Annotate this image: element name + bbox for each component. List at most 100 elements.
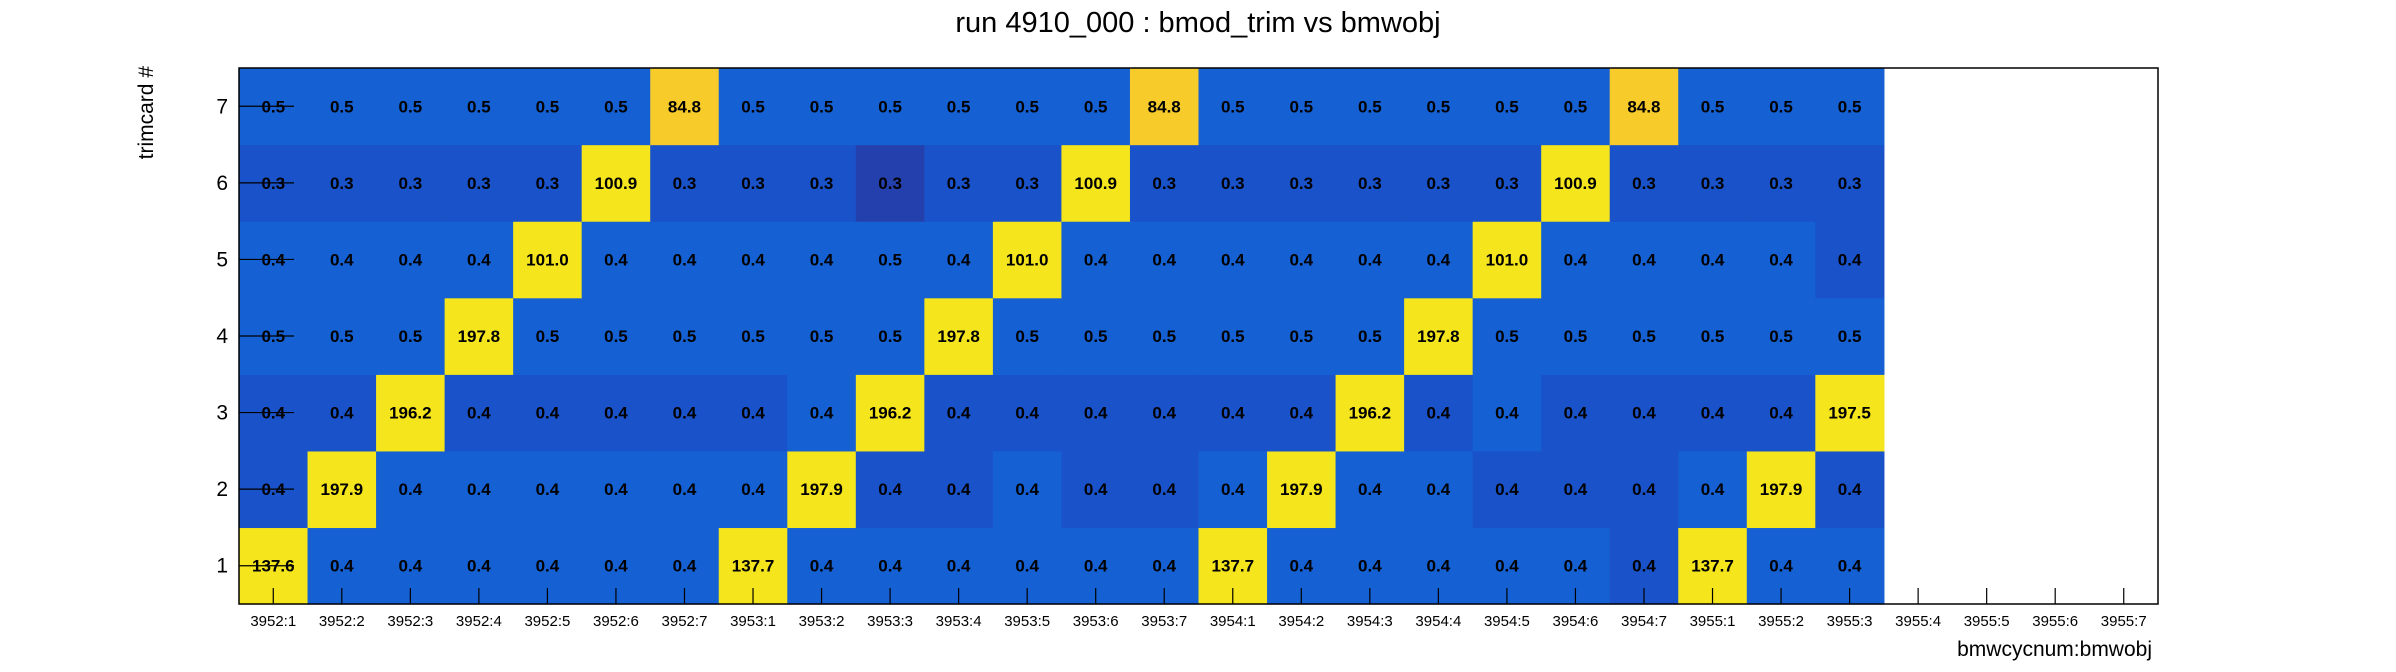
cell-value-label: 0.4 (1564, 557, 1588, 576)
cell-value-label: 0.4 (1152, 404, 1176, 423)
cell-value-label: 0.4 (810, 404, 834, 423)
heatmap-cell (444, 221, 514, 299)
cell-value-label: 197.5 (1828, 404, 1871, 423)
cell-value-label: 0.5 (399, 97, 423, 116)
cell-value-label: 0.5 (1564, 327, 1588, 346)
x-tick-label: 3953:3 (867, 613, 913, 630)
cell-value-label: 0.5 (604, 327, 628, 346)
heatmap-cell (1541, 221, 1611, 299)
heatmap-cell (1746, 374, 1816, 452)
cell-value-label: 197.9 (800, 480, 843, 499)
heatmap-cell (1404, 144, 1474, 222)
heatmap-cell (1061, 450, 1131, 529)
cell-value-label: 84.8 (1148, 97, 1181, 116)
y-tick-label: 5 (216, 248, 228, 271)
x-tick-label: 3955:4 (1895, 613, 1941, 630)
heatmap-cell (444, 144, 514, 222)
heatmap-cell (444, 374, 514, 452)
x-axis-label: bmwcycnum:bmwobj (1957, 638, 2152, 661)
cell-value-label: 0.4 (1152, 557, 1176, 576)
x-tick-label: 3954:5 (1484, 613, 1530, 630)
cell-value-label: 0.3 (1495, 174, 1519, 193)
cell-value-label: 197.9 (321, 480, 364, 499)
chart-title: run 4910_000 : bmod_trim vs bmwobj (955, 7, 1440, 39)
cell-value-label: 0.4 (741, 480, 765, 499)
heatmap-cell (1198, 68, 1268, 146)
heatmap-cell (1061, 68, 1131, 146)
heatmap-cell (1609, 297, 1679, 375)
cell-value-label: 0.4 (1084, 557, 1108, 576)
y-tick-labels: 1 2 3 4 5 6 7 (216, 95, 228, 577)
cell-value-label: 0.4 (536, 480, 560, 499)
cell-value-label: 137.7 (1691, 557, 1734, 576)
cell-value-label: 0.3 (741, 174, 765, 193)
heatmap-cell (650, 221, 720, 299)
cell-value-label: 0.5 (1701, 327, 1725, 346)
heatmap-cell (1061, 144, 1131, 222)
cell-value-label: 0.4 (1358, 250, 1382, 269)
heatmap-cell (1404, 450, 1474, 529)
heatmap-cell (1061, 297, 1131, 375)
cell-value-label: 0.4 (1427, 557, 1451, 576)
cell-value-label: 0.4 (673, 557, 697, 576)
cell-value-label: 0.5 (1838, 327, 1862, 346)
cell-value-label: 0.4 (536, 404, 560, 423)
cell-value-label: 0.5 (1427, 97, 1451, 116)
heatmap-cell (307, 144, 377, 222)
heatmap-cell (855, 144, 925, 222)
cell-value-label: 0.4 (1632, 250, 1656, 269)
heatmap-cell (1335, 374, 1405, 452)
cell-value-label: 0.4 (1152, 480, 1176, 499)
heatmap-cell (1129, 297, 1200, 375)
cell-value-label: 0.4 (1495, 557, 1519, 576)
x-tick-label: 3953:1 (730, 613, 776, 630)
heatmap-cell (855, 68, 925, 146)
x-tick-label: 3953:4 (936, 613, 982, 630)
cell-value-label: 101.0 (1486, 250, 1529, 269)
heatmap-cell (581, 144, 651, 222)
cell-value-label: 0.4 (1495, 480, 1519, 499)
heatmap-cell (1746, 450, 1816, 529)
x-tick-label: 3955:5 (1964, 613, 2010, 630)
cell-value-label: 0.5 (536, 327, 560, 346)
cell-value-label: 0.3 (947, 174, 971, 193)
heatmap-cell (1267, 144, 1337, 222)
heatmap-cell (992, 221, 1063, 299)
cell-value-label: 0.4 (1701, 250, 1725, 269)
heatmap-cell (787, 374, 857, 452)
cell-value-label: 0.4 (330, 250, 354, 269)
cell-value-label: 0.4 (1084, 404, 1108, 423)
cell-value-label: 0.5 (1769, 97, 1793, 116)
cell-value-label: 0.4 (1289, 557, 1313, 576)
cell-value-label: 0.4 (673, 250, 697, 269)
cell-value-label: 0.4 (330, 557, 354, 576)
heatmap-cell (787, 297, 857, 375)
cell-value-label: 0.5 (1221, 327, 1245, 346)
heatmap-cell (1129, 450, 1200, 529)
heatmap-cell (1472, 221, 1542, 299)
heatmap-cell (1129, 221, 1200, 299)
heatmap-cell (1541, 297, 1611, 375)
heatmap-cell (1472, 144, 1542, 222)
heatmap-cell (376, 144, 446, 222)
y-tick-label: 1 (216, 555, 228, 578)
cell-value-label: 0.4 (1221, 404, 1245, 423)
cell-value-label: 0.3 (673, 174, 697, 193)
heatmap-cell (924, 68, 994, 146)
cell-value-label: 0.4 (1289, 250, 1313, 269)
heatmap-cell (992, 450, 1063, 529)
x-tick-label: 3952:6 (593, 613, 639, 630)
cell-value-label: 0.3 (1221, 174, 1245, 193)
heatmap-cell (1335, 144, 1405, 222)
x-tick-label: 3954:2 (1278, 613, 1324, 630)
cell-value-label: 0.5 (1358, 327, 1382, 346)
heatmap-cell (444, 297, 514, 375)
cell-labels: 137.6 0.4 0.4 0.4 0.4 0.4 0.4 137.7 0.4 0.4 0.4 0.4… (252, 97, 1871, 575)
heatmap-cell (924, 297, 994, 375)
cell-value-label: 0.5 (741, 97, 765, 116)
cell-value-label: 0.4 (1221, 480, 1245, 499)
heatmap-cell (1541, 144, 1611, 222)
cell-value-label: 0.5 (330, 97, 354, 116)
heatmap-cell (1541, 374, 1611, 452)
